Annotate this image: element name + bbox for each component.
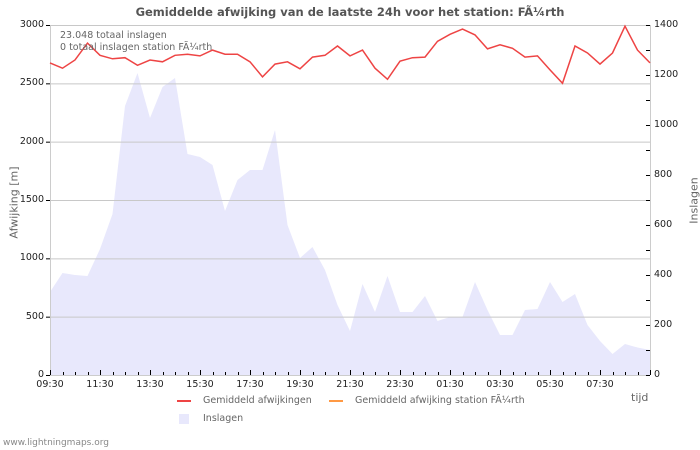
left-tick-label: 2500 <box>19 77 44 89</box>
x-tick-label: 05:30 <box>536 379 564 390</box>
deviation-line <box>49 24 651 85</box>
right-tick-label: 400 <box>654 269 673 280</box>
x-tick-label: 11:30 <box>86 379 114 390</box>
right-tick-label: 1000 <box>654 119 679 130</box>
x-tick-label: 01:30 <box>436 379 464 390</box>
total-strikes-annotation: 23.048 totaal inslagen <box>60 30 167 41</box>
right-tick-label: 800 <box>654 169 673 180</box>
right-tick-label: 600 <box>654 219 673 230</box>
left-tick-label: 3000 <box>19 19 44 30</box>
area-swatch-icon <box>179 413 189 424</box>
left-tick-label: 2000 <box>19 135 44 147</box>
legend-label: Gemiddeld afwijkingen <box>203 395 312 406</box>
legend-label: Gemiddeld afwijking station FÃ¼rth <box>355 395 525 406</box>
right-tick-label: 0 <box>654 369 661 380</box>
x-tick-label: 15:30 <box>186 379 214 390</box>
left-y-axis-label: Afwijking [m] <box>7 166 21 239</box>
right-tick-label: 200 <box>654 319 673 330</box>
right-tick-label: 1200 <box>654 69 679 80</box>
left-tick-label: 0 <box>37 369 44 380</box>
x-tick-label: 07:30 <box>586 379 614 390</box>
legend-item-strikes: Inslagen <box>177 413 243 424</box>
strikes-area <box>50 73 650 375</box>
x-tick-label: 21:30 <box>336 379 364 390</box>
station-strikes-annotation: 0 totaal inslagen station FÃ¼rth <box>60 42 213 53</box>
x-axis-label: tijd <box>631 391 649 404</box>
x-tick-label: 09:30 <box>36 379 64 390</box>
x-tick-label: 19:30 <box>286 379 314 390</box>
orange-line-swatch-icon <box>329 399 343 402</box>
x-tick-label: 03:30 <box>486 379 514 390</box>
footer-source-link[interactable]: www.lightningmaps.org <box>3 438 109 448</box>
left-tick-label: 1000 <box>19 252 44 264</box>
red-line-swatch-icon <box>177 399 191 402</box>
legend-label: Inslagen <box>203 413 244 424</box>
chart-title: Gemiddelde afwijking van de laatste 24h … <box>135 5 565 19</box>
left-tick-label: 500 <box>25 310 44 322</box>
x-tick-label: 13:30 <box>136 379 164 390</box>
left-tick-label: 1500 <box>19 194 44 205</box>
right-y-axis-label: Inslagen <box>687 177 700 224</box>
x-tick-label: 17:30 <box>236 379 264 390</box>
x-tick-label: 23:30 <box>386 379 414 390</box>
legend-item-station-deviation: Gemiddeld afwijking station FÃ¼rth <box>329 395 525 406</box>
right-tick-label: 1400 <box>654 19 679 30</box>
legend-item-average-deviation: Gemiddeld afwijkingen <box>177 395 312 406</box>
